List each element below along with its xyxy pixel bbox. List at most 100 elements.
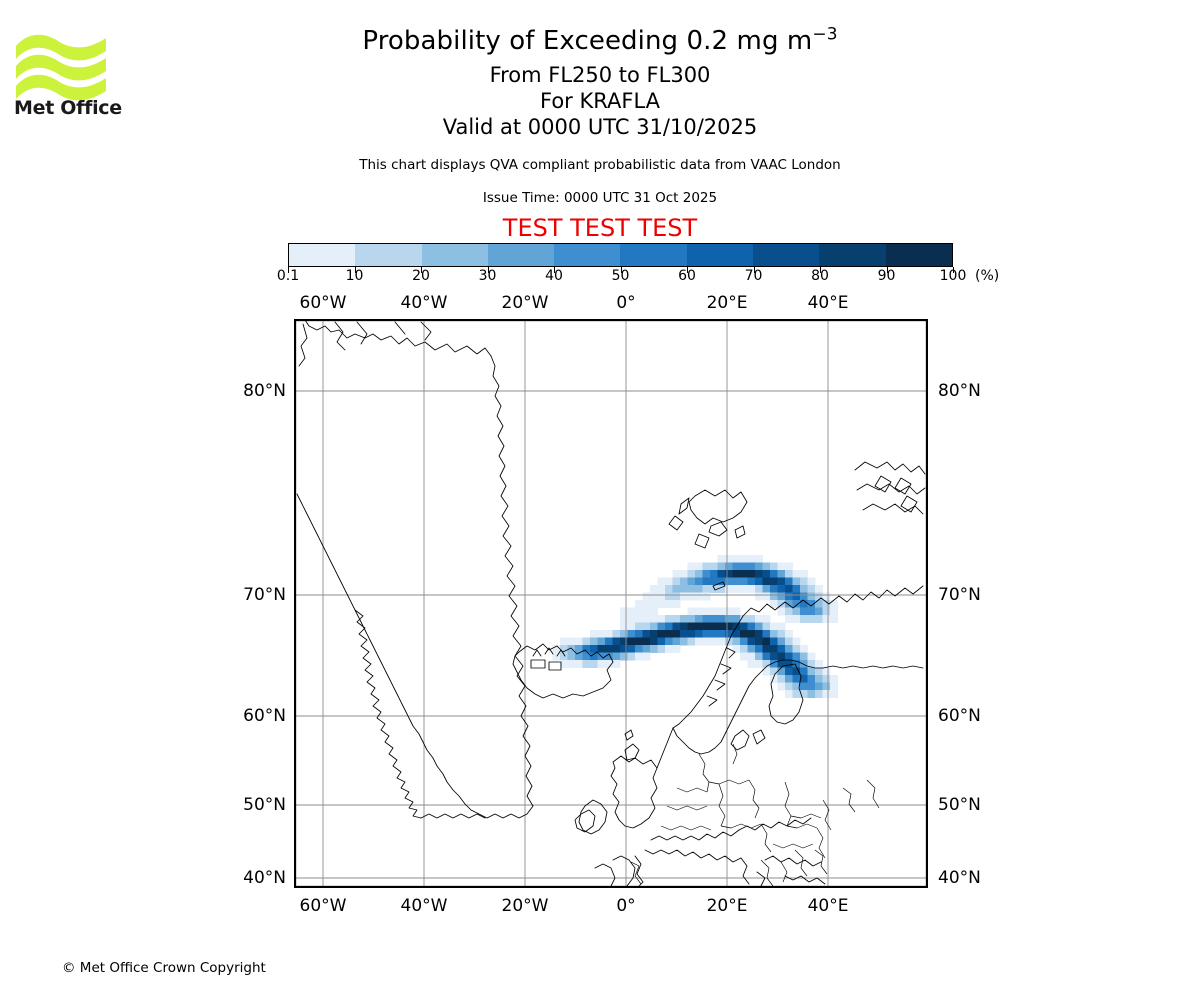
- plume-cell: [740, 630, 748, 638]
- plume-cell: [740, 555, 748, 563]
- plume-cell: [665, 577, 673, 586]
- plume-cell: [785, 615, 793, 623]
- title-volcano: For KRAFLA: [540, 89, 660, 113]
- plume-cell: [740, 585, 748, 593]
- plume-cell: [830, 607, 838, 616]
- plume-cell: [740, 652, 748, 661]
- plume-cell: [620, 622, 628, 631]
- plume-cell: [642, 637, 651, 646]
- plume-cell: [687, 607, 696, 616]
- plume-cell: [620, 652, 628, 661]
- plume-cell: [687, 615, 696, 623]
- map-svg: [295, 320, 927, 887]
- plume-cell: [785, 577, 793, 586]
- colorbar-tickmark-40: [554, 267, 556, 273]
- plume-cell: [672, 645, 681, 653]
- lon-label-top-3: 0°: [616, 293, 636, 313]
- plume-cell: [560, 652, 568, 661]
- plume-cell: [785, 675, 793, 683]
- plume-cell: [762, 562, 771, 571]
- plume-cell: [672, 577, 681, 586]
- colorbar-band-2: [421, 244, 488, 266]
- plume-cell: [755, 555, 763, 563]
- plume-cell: [725, 562, 733, 571]
- plume-cell: [747, 630, 756, 638]
- plume-cell: [777, 667, 786, 676]
- plume-cell: [710, 577, 718, 586]
- plume-cell: [822, 690, 831, 698]
- plume-cell: [792, 690, 801, 698]
- plume-cell: [815, 690, 823, 698]
- plume-cell: [740, 622, 748, 631]
- plume-cell: [792, 675, 801, 683]
- plume-cell: [815, 592, 823, 601]
- colorbar-tickmark-90: [886, 267, 888, 273]
- colorbar-tick-0.1: 0.1: [276, 268, 300, 284]
- plume-cell: [702, 630, 711, 638]
- plume-cell: [672, 592, 681, 601]
- plume-cell: [732, 577, 741, 586]
- plume-cell: [575, 637, 583, 646]
- colorbar-band-1: [355, 244, 422, 266]
- plume-cell: [732, 630, 741, 638]
- plume-cell: [657, 622, 666, 631]
- plume-cell: [762, 592, 771, 601]
- title-main-exponent: −3: [812, 24, 838, 45]
- plume-cell: [642, 645, 651, 653]
- plume-cell: [807, 607, 816, 616]
- plume-cell: [665, 630, 673, 638]
- plume-cell: [710, 570, 718, 578]
- plume-cell: [605, 637, 613, 646]
- plume-cell: [702, 592, 711, 601]
- plume-cell: [672, 622, 681, 631]
- plume-cell: [747, 562, 756, 571]
- plume-cell: [605, 652, 613, 661]
- plume-cell: [785, 652, 793, 661]
- plume-cell: [770, 577, 778, 586]
- plume-cell: [680, 637, 688, 646]
- plume-cell: [687, 585, 696, 593]
- plume-cell: [620, 615, 628, 623]
- plume-cell: [650, 637, 658, 646]
- plume-cell: [687, 637, 696, 646]
- plume-cell: [800, 570, 808, 578]
- plume-cell: [567, 637, 576, 646]
- plume-cell: [747, 637, 756, 646]
- plume-cell: [590, 652, 598, 661]
- plume-cell: [830, 682, 838, 691]
- plume-cell: [657, 585, 666, 593]
- plume-cell: [807, 682, 816, 691]
- plume-cell: [627, 645, 636, 653]
- plume-cell: [612, 645, 621, 653]
- plume-cell: [650, 607, 658, 616]
- plume-cell: [717, 570, 726, 578]
- plume-cell: [785, 637, 793, 646]
- lat-label-left-2: 60°N: [243, 706, 286, 726]
- plume-cell: [800, 675, 808, 683]
- plume-cell: [770, 630, 778, 638]
- lon-label-top-2: 20°W: [501, 293, 549, 313]
- plume-cell: [627, 637, 636, 646]
- plume-cell: [702, 615, 711, 623]
- lon-label-bot-2: 20°W: [501, 896, 549, 916]
- plume-cell: [717, 562, 726, 571]
- plume-cell: [800, 615, 808, 623]
- plume-cell: [732, 645, 741, 653]
- colorbar-tick-20: 20: [412, 268, 430, 284]
- plume-cell: [657, 645, 666, 653]
- colorbar-tick-labels: (%) 0.1 10 20 30 40 50 60 70 80 90 100: [0, 268, 1200, 288]
- plume-cell: [777, 652, 786, 661]
- plume-cell: [725, 630, 733, 638]
- plume-cell: [777, 682, 786, 691]
- plume-cell: [680, 570, 688, 578]
- lon-label-bot-4: 20°E: [706, 896, 748, 916]
- plume-cell: [777, 570, 786, 578]
- plume-cell: [680, 615, 688, 623]
- plume-cell: [755, 592, 763, 601]
- plume-cell: [770, 570, 778, 578]
- issue-time: Issue Time: 0000 UTC 31 Oct 2025: [482, 190, 718, 206]
- plume-cell: [635, 637, 643, 646]
- map-panel[interactable]: [294, 319, 928, 888]
- plume-cell: [710, 622, 718, 631]
- plume-cell: [822, 615, 831, 623]
